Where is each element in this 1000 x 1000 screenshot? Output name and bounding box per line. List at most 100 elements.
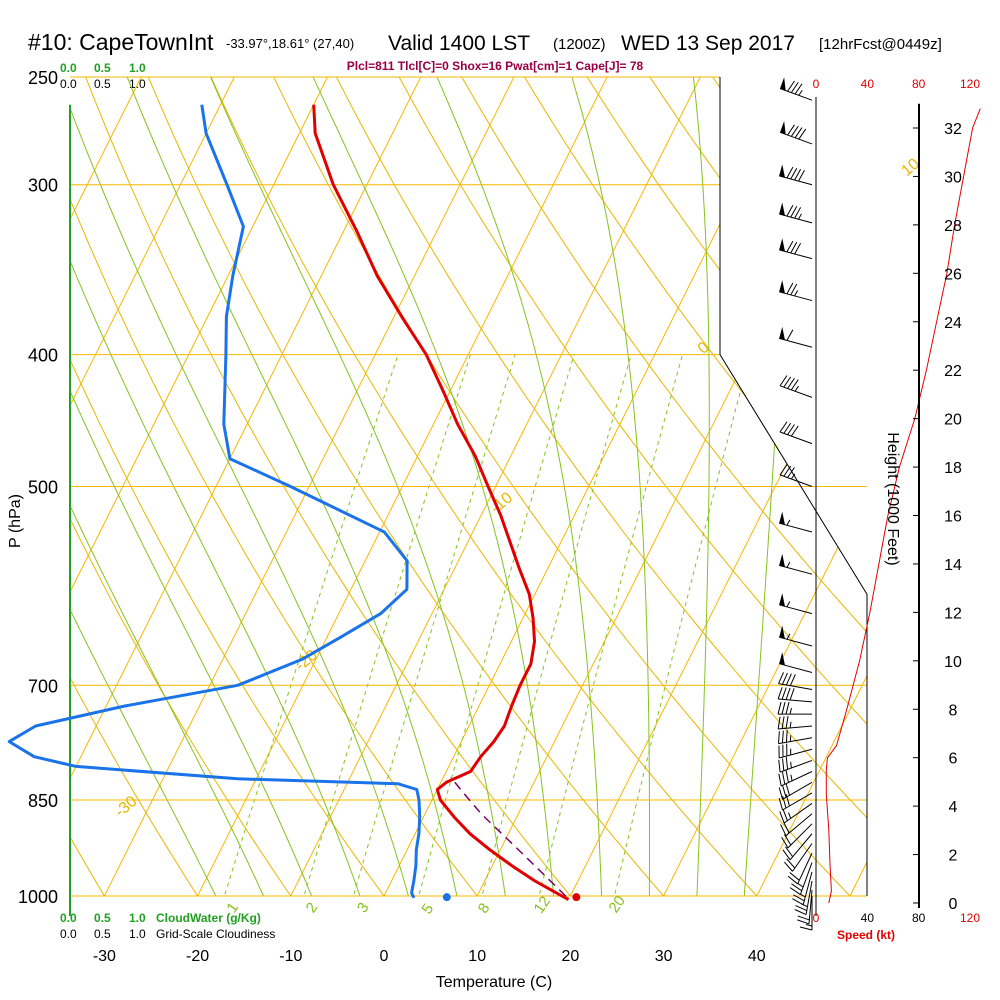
wind-barb-flag: [789, 688, 795, 701]
wind-barb: [783, 803, 813, 824]
wind-barb: [808, 890, 813, 924]
wind-barb-flag: [786, 205, 794, 217]
wind-barb-flag: [783, 821, 790, 834]
height-tick-label: 20: [944, 412, 962, 429]
moist-adiabat-line: [70, 77, 324, 896]
surface-temperature-marker: [572, 893, 581, 902]
axes: -30 -20 -10 0 10 20 30 40 250 300 400 500 700 850 1000: [18, 68, 766, 965]
cloud-scale-top: 0.0 0.5 1.0 0.0 0.5 1.0: [60, 61, 146, 91]
height-axis-label: Height (1000 Feet): [884, 432, 901, 565]
station-coords: -33.97°,18.61° (27,40): [226, 36, 354, 51]
dry-adiabat-line: [509, 77, 867, 896]
wind-barb-flag: [799, 926, 813, 931]
height-tick-label: 32: [944, 121, 962, 138]
wind-barb-pennant: [779, 202, 785, 216]
wind-barb-pennant: [779, 553, 785, 567]
wind-barb-flag: [777, 687, 783, 700]
sounding-indices: Plcl=811 Tlcl[C]=0 Shox=16 Pwat[cm]=1 Ca…: [347, 59, 644, 73]
x-tick-label: 0: [380, 948, 389, 965]
height-tick-label: 22: [944, 363, 962, 380]
cloud-bottom-black-2: 1.0: [129, 927, 146, 941]
wind-barb-half-flag: [799, 893, 806, 898]
mixing-ratio-line: [531, 354, 683, 896]
wind-barb-half-flag: [797, 883, 804, 888]
wind-barb-flag: [778, 787, 784, 800]
wind-barb-flag: [798, 170, 805, 182]
dry-adiabat-line: [70, 77, 501, 896]
wind-barb-half-flag: [794, 290, 799, 297]
wind-barb-flag: [785, 687, 791, 700]
wind-barbs: [777, 77, 813, 931]
speed-axis-label: Speed (kt): [837, 928, 895, 942]
dry-adiabat-line: [70, 77, 406, 896]
valid-time: Valid 1400 LST: [388, 32, 530, 55]
wind-barb-flag: [794, 83, 803, 95]
wind-barb: [802, 871, 813, 905]
speed-tick-top: 120: [960, 77, 980, 91]
wind-barb: [779, 474, 813, 487]
wind-barb-flag: [793, 894, 805, 902]
wind-barb-flag: [794, 909, 807, 915]
wind-barb-flag: [786, 858, 796, 869]
wind-barb-flag: [781, 730, 784, 743]
speed-tick-bottom: 80: [912, 911, 926, 925]
wind-barb-flag: [791, 883, 803, 892]
moist-adiabat-line: [571, 77, 650, 896]
utc-time: (1200Z): [553, 36, 606, 53]
wind-barb-flag: [794, 207, 802, 219]
parcel-line: [450, 776, 567, 897]
wind-barb-flag: [781, 672, 788, 685]
wind-barb-half-flag: [789, 707, 792, 715]
height-tick-label: 30: [944, 169, 962, 186]
height-tick-label: 8: [949, 702, 958, 719]
wind-barb-flag: [781, 687, 787, 700]
wind-barb-flag: [789, 887, 801, 895]
height-tick-label: 12: [944, 605, 962, 622]
dry-adiabat-line: [70, 77, 217, 896]
wind-barb-pennant: [779, 625, 785, 639]
wind-barb-flag: [782, 808, 788, 821]
wind-barb-flag: [787, 377, 795, 389]
wind-barb-flag: [790, 283, 798, 296]
dry-adiabat-line: [70, 77, 312, 896]
height-tick-label: 0: [949, 896, 958, 913]
wind-barb-flag: [785, 846, 794, 858]
wind-barb-half-flag: [794, 385, 799, 392]
wind-barb-half-flag: [801, 903, 808, 908]
x-tick-label: -20: [186, 948, 209, 965]
height-tick-label: 14: [944, 557, 962, 574]
wind-barb: [799, 862, 813, 895]
height-tick-label: 16: [944, 509, 962, 526]
wind-barb-flag: [782, 758, 785, 771]
wind-barb-flag: [787, 467, 795, 478]
wind-barb-flag: [794, 242, 802, 255]
wind-barb-half-flag: [786, 519, 791, 526]
wind-barb: [779, 663, 813, 673]
wind-barb-flag: [785, 673, 792, 686]
wind-barb-flag: [780, 824, 787, 836]
wind-barb-flag: [782, 785, 787, 798]
pressure-tick-label: 500: [28, 478, 58, 498]
wind-barb-pennant: [779, 652, 785, 666]
wind-barb-half-flag: [786, 633, 791, 640]
dry-adiabat-line: [75, 77, 595, 896]
wind-barb-flag: [786, 282, 794, 295]
wind-barb: [782, 781, 813, 800]
isotherm-line: [70, 77, 235, 896]
dry-adiabat-line: [199, 77, 784, 896]
wind-barb-pennant: [779, 326, 785, 340]
height-tick-label: 4: [949, 799, 958, 816]
moist-adiabat-line: [70, 77, 371, 896]
cloudiness-label: Grid-Scale Cloudiness: [156, 927, 275, 941]
wind-barb-flag: [783, 834, 792, 846]
isotherm-line: [70, 77, 142, 896]
speed-tick-top: 40: [861, 77, 875, 91]
mixing-ratio-label: 12: [531, 893, 554, 916]
station-title: #10: CapeTownInt: [28, 29, 214, 55]
temperature-line: [312, 104, 570, 901]
wind-barb-half-flag: [788, 812, 792, 819]
mixing-ratio-line: [473, 354, 632, 896]
y-axis-label: P (hPa): [7, 494, 24, 548]
height-tick-label: 10: [944, 654, 962, 671]
cloud-bottom-black-0: 0.0: [60, 927, 77, 941]
